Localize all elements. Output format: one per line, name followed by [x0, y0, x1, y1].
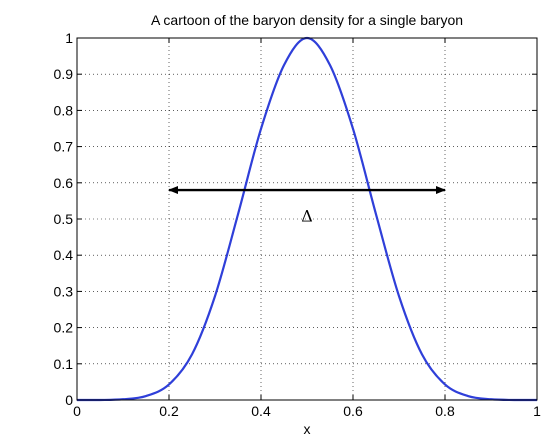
y-tick-label: 0.1: [54, 356, 74, 372]
grid-lines: [77, 38, 537, 400]
y-tick-label: 0.2: [54, 320, 74, 336]
annotation-layer: Δ: [168, 186, 446, 225]
x-tick-label: 1: [533, 403, 541, 419]
x-tick-label: 0.6: [343, 403, 363, 419]
y-tick-label: 1: [65, 30, 73, 46]
y-tick-label: 0.7: [54, 139, 74, 155]
x-tick-label: 0.8: [435, 403, 455, 419]
x-axis-label: x: [304, 421, 311, 437]
x-tick-label: 0.2: [159, 403, 179, 419]
y-tick-label: 0.5: [54, 211, 74, 227]
chart-title: A cartoon of the baryon density for a si…: [151, 12, 463, 28]
y-tick-label: 0.9: [54, 66, 74, 82]
y-tick-label: 0.4: [54, 247, 74, 263]
y-tick-label: 0.8: [54, 102, 74, 118]
delta-label: Δ: [301, 206, 313, 225]
y-tick-label: 0.6: [54, 175, 74, 191]
axis-ticks: 0 0.2 0.4 0.6 0.8 1 0 0.1 0.2 0.3 0.4 0.5 0.6 0.7 0.8 0…: [54, 30, 542, 419]
y-tick-label: 0: [65, 392, 73, 408]
x-tick-label: 0.4: [251, 403, 271, 419]
y-tick-label: 0.3: [54, 283, 74, 299]
x-tick-label: 0: [73, 403, 81, 419]
